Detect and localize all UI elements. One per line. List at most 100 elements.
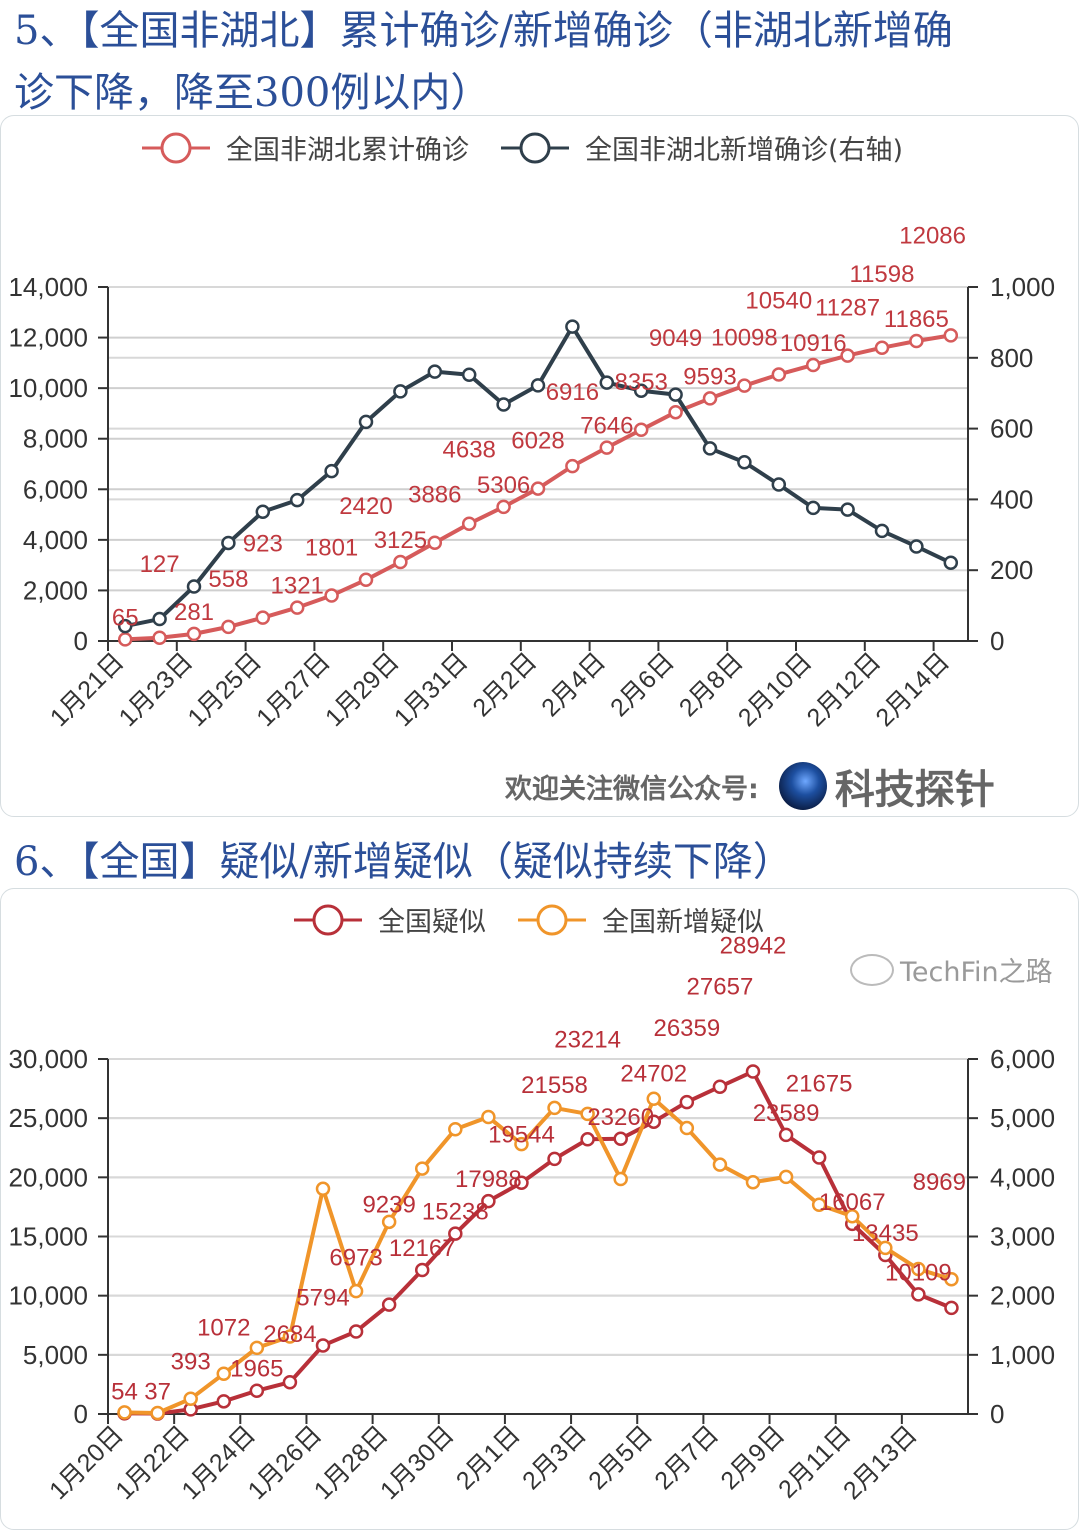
data-label: 6973 [329,1244,382,1271]
data-point [255,610,271,625]
data-point [599,440,615,455]
x-tick-label: 1月31日 [389,647,474,732]
left-tick-label: 6,000 [23,474,88,504]
data-point [414,1262,430,1278]
data-point [186,579,202,594]
data-label: 10109 [885,1259,952,1286]
data-label: 1321 [271,573,324,600]
data-label: 7646 [580,413,633,440]
data-point [348,1283,364,1299]
data-point [481,1109,496,1125]
data-label: 2684 [263,1321,316,1348]
legend-item-new[interactable]: 全国非湖北新增确诊(右轴) [499,128,903,167]
data-point [530,378,546,393]
data-point [771,477,787,492]
data-label: 16067 [819,1189,886,1216]
data-point [448,1226,463,1241]
left-tick-label: 10,000 [8,373,88,403]
left-tick-label: 14,000 [8,272,88,302]
legend-line-circle-icon [294,904,362,935]
data-label: 9593 [683,363,736,390]
x-tick-label: 1月29日 [320,647,405,732]
x-tick-label: 2月3日 [517,1420,592,1495]
footer-brand-text: 科技探针 [834,767,995,813]
data-label: 23214 [554,1026,621,1053]
data-point [702,441,718,456]
watermark: TechFin之路 [850,950,1053,989]
wechat-icon [850,953,894,986]
section5-title-line1: 5、【全国非湖北】累计确诊/新增确诊（非湖北新增确 [14,8,953,54]
data-label: 10916 [780,330,847,357]
data-point [679,1094,695,1110]
data-point [874,523,890,539]
data-label: 65 [112,604,139,631]
data-point [646,1091,662,1107]
data-point [289,492,305,508]
data-label: 23589 [753,1100,820,1127]
data-label: 11598 [850,261,915,288]
data-point [448,1122,463,1137]
data-label: 2420 [339,493,392,520]
data-point [771,367,787,382]
data-label: 9239 [362,1192,415,1219]
right-tick-label: 0 [990,1399,1004,1429]
data-point [514,1136,529,1152]
data-point [530,481,546,496]
chart1-legend: 全国非湖北累计确诊 全国非湖北新增确诊(右轴) [140,128,933,167]
data-label: 8969 [913,1169,966,1196]
data-point [599,375,615,390]
legend-label: 全国非湖北新增确诊(右轴) [585,135,904,166]
data-point [633,383,649,398]
data-label: 558 [208,566,248,593]
data-label: 19544 [488,1122,555,1149]
data-label: 281 [174,599,214,626]
data-label: 1965 [230,1356,283,1383]
data-point [679,1120,695,1136]
data-label: 12167 [389,1235,456,1262]
data-label: 13435 [852,1220,919,1247]
legend-item-suspected[interactable]: 全国疑似 [292,900,486,939]
data-point [580,1106,595,1122]
section5-title-line2: 诊下降，降至300例以内） [14,70,491,116]
data-point [911,1261,926,1277]
data-point [944,1300,959,1316]
data-point [943,555,959,571]
x-tick-label: 1月23日 [114,647,199,732]
x-tick-label: 2月12日 [802,647,887,732]
data-point [633,422,649,438]
right-tick-label: 1,000 [990,272,1055,302]
x-tick-label: 2月2日 [467,647,542,722]
data-point [613,1171,628,1187]
data-point [811,1150,827,1165]
data-point [282,1374,298,1390]
data-label: 15238 [422,1199,489,1226]
right-tick-label: 1,000 [990,1340,1055,1370]
x-tick-label: 2月1日 [451,1420,526,1495]
data-point [152,611,167,627]
data-point [150,1405,165,1421]
chart2-legend: 全国疑似 全国新增疑似 [292,900,794,939]
right-tick-label: 2,000 [990,1281,1055,1311]
data-label: 26359 [653,1015,720,1042]
data-point [911,1287,926,1302]
x-tick-label: 2月7日 [649,1420,724,1495]
x-tick-label: 1月30日 [375,1420,460,1505]
left-tick-label: 5,000 [23,1340,88,1370]
data-label: 17988 [455,1166,522,1193]
data-point [943,328,959,343]
data-label: 9049 [649,325,702,352]
data-label: 10540 [745,287,812,314]
legend-item-cumulative[interactable]: 全国非湖北累计确诊 [140,128,469,167]
data-point [461,516,477,531]
chart1-card [0,115,1079,817]
data-label: 10098 [711,325,778,352]
data-point [221,535,236,551]
data-point [874,340,890,355]
legend-item-new-suspected[interactable]: 全国新增疑似 [516,900,764,939]
data-point [427,364,443,379]
data-point [289,600,305,615]
data-point [878,1240,893,1256]
data-label: 923 [243,531,283,558]
data-point [315,1181,331,1197]
x-tick-label: 2月6日 [605,647,680,722]
